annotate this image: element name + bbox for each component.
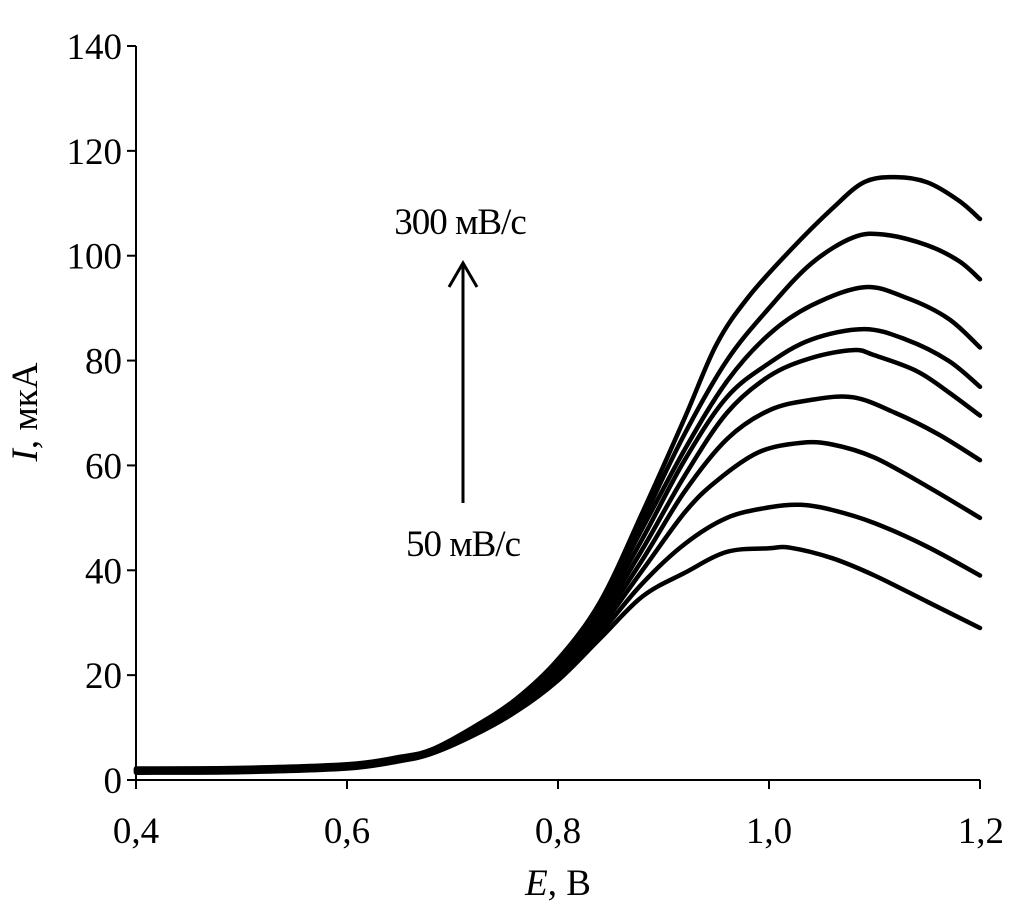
x-axis-title: E, В <box>524 863 591 904</box>
series-line-4 <box>133 394 983 774</box>
x-tick-label: 1,2 <box>958 811 1004 852</box>
y-axis-ticks: 0 20 40 60 80 100 120 140 <box>67 27 136 802</box>
y-tick-label: 100 <box>67 237 123 278</box>
y-tick-label: 120 <box>67 132 123 173</box>
x-tick-label: 0,8 <box>535 811 581 852</box>
y-tick-label: 20 <box>85 656 122 697</box>
y-tick-label: 40 <box>85 551 122 592</box>
annotation-bottom-label: 50 мВ/с <box>406 524 521 565</box>
x-tick-label: 0,4 <box>113 811 159 852</box>
y-tick-label: 60 <box>85 446 122 487</box>
y-axis-title: I, мкА <box>5 362 46 462</box>
series-line-8 <box>133 231 983 772</box>
series-line-3 <box>133 439 983 774</box>
x-axis-ticks: 0,4 0,6 0,8 1,0 1,2 <box>113 780 1004 852</box>
y-tick-label: 0 <box>104 761 123 802</box>
series-line-7 <box>133 284 983 772</box>
x-tick-label: 1,0 <box>746 811 792 852</box>
y-tick-label: 80 <box>85 342 122 383</box>
series-layer <box>133 174 983 775</box>
series-line-2 <box>133 502 983 775</box>
annotation-arrow-head <box>447 260 479 288</box>
series-line-9 <box>133 174 983 771</box>
annotation-top-label: 300 мВ/с <box>394 202 526 243</box>
x-tick-label: 0,6 <box>324 811 370 852</box>
series-line-5 <box>133 347 983 773</box>
y-tick-label: 140 <box>67 27 123 68</box>
